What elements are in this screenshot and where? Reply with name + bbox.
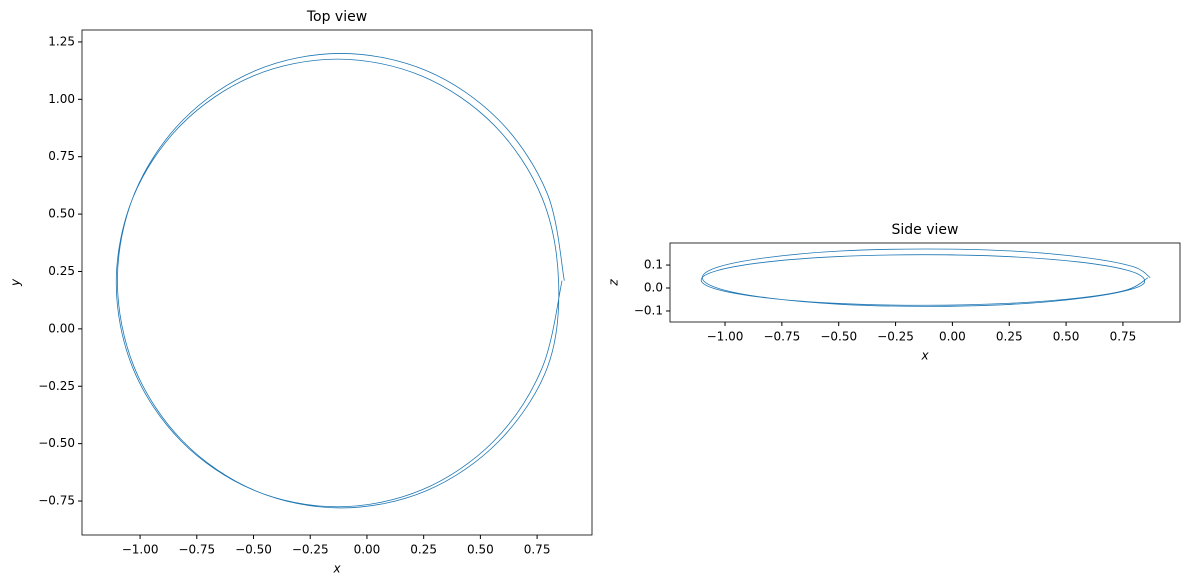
chart-title: Top view bbox=[306, 9, 367, 25]
y-tick-label: −0.75 bbox=[38, 494, 75, 508]
x-tick-label: −0.50 bbox=[820, 330, 857, 344]
x-tick-label: 0.50 bbox=[467, 543, 494, 557]
x-tick-label: 0.00 bbox=[354, 543, 381, 557]
y-tick-label: 0.50 bbox=[48, 207, 75, 221]
y-axis-label: y bbox=[9, 278, 23, 287]
y-tick-label: −0.25 bbox=[38, 379, 75, 393]
x-tick-label: −0.75 bbox=[178, 543, 215, 557]
y-tick-label: 1.00 bbox=[48, 92, 75, 106]
y-tick-label: 1.25 bbox=[48, 34, 75, 48]
y-tick-label: 0.0 bbox=[644, 281, 663, 295]
orbit-line bbox=[700, 248, 1151, 307]
x-tick-label: −0.25 bbox=[877, 330, 914, 344]
x-tick-label: −0.25 bbox=[292, 543, 329, 557]
y-axis-label: z bbox=[607, 279, 621, 287]
y-tick-label: 0.75 bbox=[48, 149, 75, 163]
x-axis-label: x bbox=[332, 562, 341, 576]
y-tick-label: −0.1 bbox=[634, 303, 663, 317]
y-tick-label: 0.25 bbox=[48, 264, 75, 278]
axes-frame bbox=[81, 29, 593, 536]
y-tick-label: −0.50 bbox=[38, 436, 75, 450]
x-axis-label: x bbox=[920, 349, 929, 363]
x-tick-label: 0.50 bbox=[1053, 330, 1080, 344]
x-tick-label: −1.00 bbox=[122, 543, 159, 557]
chart-title: Side view bbox=[892, 222, 959, 238]
x-tick-label: 0.25 bbox=[996, 330, 1023, 344]
x-tick-label: 0.75 bbox=[1110, 330, 1137, 344]
x-tick-label: 0.00 bbox=[939, 330, 966, 344]
x-tick-label: 0.75 bbox=[524, 543, 551, 557]
x-tick-label: −0.50 bbox=[235, 543, 272, 557]
orbit-line bbox=[115, 53, 565, 509]
y-tick-label: 0.00 bbox=[48, 321, 75, 335]
x-tick-label: 0.25 bbox=[410, 543, 437, 557]
x-tick-label: −0.75 bbox=[763, 330, 800, 344]
x-tick-label: −1.00 bbox=[707, 330, 744, 344]
axes-frame bbox=[669, 242, 1181, 323]
y-tick-label: 0.1 bbox=[644, 258, 663, 272]
